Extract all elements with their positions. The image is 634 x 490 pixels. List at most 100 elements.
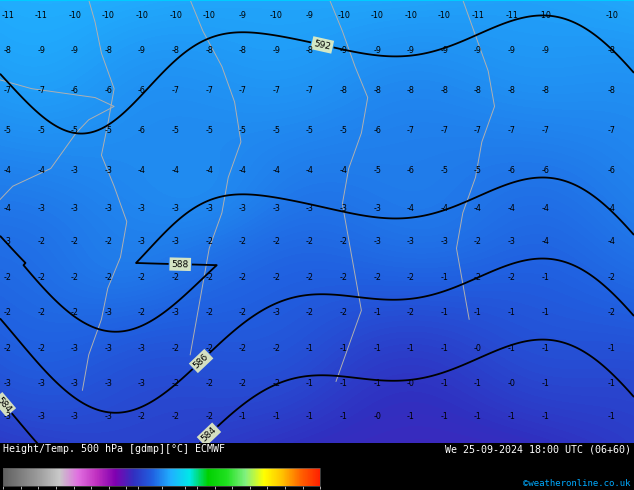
Text: -1: -1 [441, 272, 448, 282]
Text: -2: -2 [474, 272, 482, 282]
Text: -5: -5 [4, 126, 11, 135]
Text: -1: -1 [541, 379, 549, 388]
Text: -5: -5 [340, 126, 347, 135]
Text: -6: -6 [407, 166, 415, 175]
Text: -5: -5 [373, 166, 381, 175]
Text: -10: -10 [102, 11, 115, 20]
Text: -2: -2 [172, 413, 179, 421]
Text: -7: -7 [172, 86, 179, 96]
Text: -0: -0 [474, 343, 482, 353]
Text: -2: -2 [172, 379, 179, 388]
Text: -5: -5 [71, 126, 79, 135]
Text: -7: -7 [407, 126, 415, 135]
Text: -3: -3 [205, 204, 213, 213]
Text: -3: -3 [71, 379, 79, 388]
Text: -4: -4 [205, 166, 213, 175]
Text: -5: -5 [474, 166, 482, 175]
Text: -11: -11 [35, 11, 48, 20]
Text: -1: -1 [306, 343, 314, 353]
Text: -11: -11 [1, 11, 14, 20]
Text: -2: -2 [138, 272, 146, 282]
Text: -3: -3 [340, 204, 347, 213]
Text: -3: -3 [373, 204, 381, 213]
Text: -2: -2 [205, 237, 213, 246]
Text: -2: -2 [4, 308, 11, 317]
Text: We 25-09-2024 18:00 UTC (06+60): We 25-09-2024 18:00 UTC (06+60) [445, 444, 631, 454]
Text: -5: -5 [239, 126, 247, 135]
Text: -1: -1 [340, 379, 347, 388]
Text: -2: -2 [239, 343, 247, 353]
Text: -8: -8 [239, 47, 247, 55]
Text: -4: -4 [306, 166, 314, 175]
Text: -4: -4 [340, 166, 347, 175]
Text: -4: -4 [541, 237, 549, 246]
Text: -7: -7 [37, 86, 45, 96]
Text: -3: -3 [508, 237, 515, 246]
Text: -5: -5 [441, 166, 448, 175]
Text: -2: -2 [71, 308, 79, 317]
Text: -4: -4 [138, 166, 146, 175]
Text: -4: -4 [608, 204, 616, 213]
Text: -10: -10 [270, 11, 283, 20]
Text: -10: -10 [68, 11, 81, 20]
Text: -2: -2 [105, 272, 112, 282]
Text: -3: -3 [172, 237, 179, 246]
Text: -9: -9 [407, 47, 415, 55]
Text: -8: -8 [306, 47, 314, 55]
Text: -1: -1 [373, 379, 381, 388]
Text: -6: -6 [508, 166, 515, 175]
Text: -1: -1 [273, 413, 280, 421]
Text: -9: -9 [373, 47, 381, 55]
Text: -1: -1 [474, 413, 482, 421]
Text: -2: -2 [474, 237, 482, 246]
Text: -3: -3 [138, 204, 146, 213]
Text: -2: -2 [239, 308, 247, 317]
Text: -2: -2 [373, 272, 381, 282]
Text: -0: -0 [508, 379, 515, 388]
Text: -2: -2 [306, 308, 314, 317]
Text: -5: -5 [306, 126, 314, 135]
Text: -3: -3 [138, 343, 146, 353]
Text: -3: -3 [239, 204, 247, 213]
Text: -10: -10 [371, 11, 384, 20]
Text: -3: -3 [306, 204, 314, 213]
Text: -3: -3 [373, 237, 381, 246]
Text: -3: -3 [4, 237, 11, 246]
Text: -3: -3 [172, 308, 179, 317]
Text: -1: -1 [373, 343, 381, 353]
Text: -4: -4 [273, 166, 280, 175]
Text: Height/Temp. 500 hPa [gdmp][°C] ECMWF: Height/Temp. 500 hPa [gdmp][°C] ECMWF [3, 444, 225, 454]
Text: -5: -5 [37, 126, 45, 135]
Text: -1: -1 [340, 413, 347, 421]
Text: -2: -2 [105, 237, 112, 246]
Text: -1: -1 [441, 379, 448, 388]
Text: -2: -2 [407, 272, 415, 282]
Text: -2: -2 [71, 237, 79, 246]
Text: -8: -8 [340, 86, 347, 96]
Text: -2: -2 [4, 343, 11, 353]
Text: -8: -8 [205, 47, 213, 55]
Text: -1: -1 [340, 343, 347, 353]
Text: -1: -1 [441, 308, 448, 317]
Text: -8: -8 [541, 86, 549, 96]
Text: -0: -0 [407, 379, 415, 388]
Text: -9: -9 [239, 11, 247, 20]
Text: -10: -10 [136, 11, 148, 20]
Text: -4: -4 [508, 204, 515, 213]
Text: -2: -2 [273, 343, 280, 353]
Text: -1: -1 [508, 413, 515, 421]
Text: -9: -9 [37, 47, 45, 55]
Text: -7: -7 [474, 126, 482, 135]
Text: -4: -4 [172, 166, 179, 175]
Text: -9: -9 [441, 47, 448, 55]
Text: -2: -2 [205, 343, 213, 353]
Text: -8: -8 [441, 86, 448, 96]
Text: -5: -5 [172, 126, 179, 135]
Text: -3: -3 [172, 204, 179, 213]
Text: -4: -4 [239, 166, 247, 175]
Text: -10: -10 [539, 11, 552, 20]
Text: -4: -4 [4, 204, 11, 213]
Text: 584: 584 [200, 425, 218, 443]
Text: -7: -7 [205, 86, 213, 96]
Text: -2: -2 [608, 308, 616, 317]
